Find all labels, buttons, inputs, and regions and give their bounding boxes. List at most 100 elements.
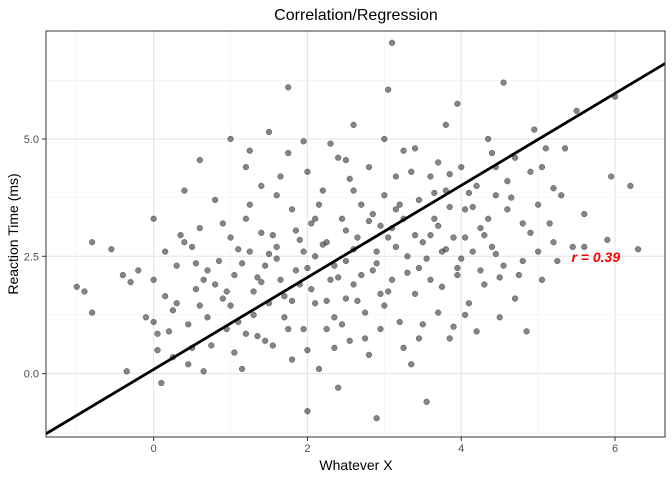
- data-point: [300, 248, 307, 255]
- data-point: [446, 203, 453, 211]
- data-point: [285, 325, 292, 333]
- data-point: [158, 379, 165, 387]
- data-point: [135, 267, 142, 274]
- data-point: [458, 163, 465, 171]
- data-point: [427, 232, 434, 239]
- data-point: [396, 318, 403, 326]
- data-point: [354, 234, 361, 241]
- data-point: [396, 201, 403, 208]
- data-point: [496, 274, 503, 281]
- data-point: [411, 145, 419, 152]
- x-axis-label: Whatever X: [319, 457, 393, 473]
- data-point: [392, 206, 400, 213]
- data-point: [165, 328, 173, 335]
- data-point: [296, 236, 303, 244]
- data-point: [304, 408, 311, 415]
- data-point: [350, 281, 357, 288]
- data-point: [385, 86, 392, 93]
- data-point: [350, 121, 357, 129]
- data-point: [523, 328, 530, 335]
- data-point: [177, 232, 184, 239]
- x-tick-label: 4: [458, 443, 464, 455]
- data-point: [404, 253, 411, 260]
- data-point: [162, 293, 169, 300]
- data-point: [431, 215, 438, 222]
- data-point: [381, 135, 388, 143]
- data-point: [350, 187, 357, 194]
- y-axis-label: Reaction Time (ms): [5, 173, 21, 294]
- data-point: [188, 243, 196, 251]
- data-point: [246, 201, 253, 208]
- data-point: [465, 189, 473, 197]
- data-point: [269, 342, 276, 349]
- data-point: [304, 168, 311, 175]
- data-point: [311, 300, 319, 307]
- data-point: [196, 302, 203, 309]
- data-point: [488, 149, 496, 157]
- data-point: [292, 227, 300, 234]
- data-point: [461, 234, 469, 241]
- data-point: [461, 311, 469, 319]
- data-point: [408, 361, 415, 368]
- data-point: [354, 297, 361, 305]
- data-point: [288, 356, 296, 363]
- data-point: [88, 239, 96, 246]
- data-point: [331, 344, 338, 351]
- data-point: [358, 201, 365, 208]
- data-point: [185, 321, 192, 328]
- data-point: [365, 217, 373, 225]
- data-point: [377, 290, 384, 297]
- data-point: [504, 206, 511, 213]
- data-point: [219, 295, 227, 302]
- data-point: [335, 154, 342, 161]
- data-point: [196, 156, 203, 164]
- data-point: [388, 39, 396, 46]
- data-point: [477, 224, 484, 232]
- data-point: [169, 307, 177, 314]
- data-point: [388, 276, 396, 283]
- data-point: [481, 232, 488, 239]
- data-point: [196, 224, 203, 232]
- data-point: [519, 220, 526, 227]
- data-point: [454, 264, 461, 272]
- data-point: [185, 361, 192, 368]
- data-point: [338, 215, 346, 222]
- data-point: [335, 274, 342, 281]
- data-point: [392, 243, 400, 251]
- data-point: [265, 250, 273, 258]
- data-point: [315, 365, 323, 373]
- data-point: [454, 271, 461, 279]
- data-point: [558, 192, 565, 199]
- data-point: [527, 168, 534, 175]
- data-point: [219, 220, 227, 227]
- data-point: [304, 347, 311, 354]
- data-point: [162, 248, 169, 255]
- data-point: [423, 255, 430, 262]
- data-point: [500, 262, 507, 269]
- data-point: [154, 347, 161, 354]
- axis-ticks: 0 2 4 6 0.0 2.5 5.0: [24, 134, 618, 455]
- data-point: [254, 332, 261, 340]
- data-point: [365, 351, 373, 359]
- data-point: [496, 314, 503, 321]
- data-point: [469, 203, 476, 211]
- data-point: [415, 264, 423, 272]
- data-point: [477, 267, 484, 274]
- data-point: [238, 365, 246, 373]
- data-point: [450, 323, 457, 330]
- data-point: [204, 267, 211, 274]
- data-point: [246, 147, 253, 154]
- chart-title: Correlation/Regression: [274, 7, 438, 24]
- data-point: [581, 243, 588, 251]
- data-point: [150, 215, 157, 222]
- data-point: [311, 215, 319, 222]
- data-point: [81, 288, 88, 295]
- data-point: [419, 321, 426, 328]
- data-point: [227, 135, 234, 143]
- data-point: [446, 171, 453, 178]
- data-point: [500, 79, 507, 86]
- data-point: [550, 185, 557, 192]
- data-point: [473, 182, 480, 190]
- data-point: [392, 173, 400, 180]
